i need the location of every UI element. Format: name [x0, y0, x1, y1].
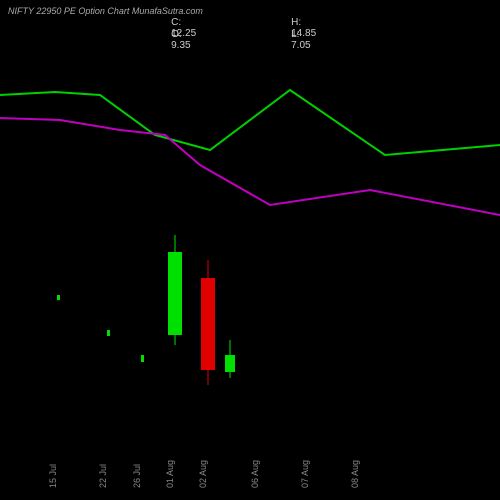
- candle-body: [141, 355, 144, 362]
- candle-body: [225, 355, 235, 372]
- x-tick-label: 26 Jul: [132, 464, 142, 488]
- x-tick-label: 22 Jul: [98, 464, 108, 488]
- x-tick-label: 07 Aug: [300, 460, 310, 488]
- candle-body: [57, 295, 60, 300]
- candle: [168, 0, 182, 500]
- candle: [201, 0, 215, 500]
- x-tick-label: 01 Aug: [165, 460, 175, 488]
- candle-body: [107, 330, 110, 336]
- chart-container: NIFTY 22950 PE Option Chart MunafaSutra.…: [0, 0, 500, 500]
- x-axis: 15 Jul 22 Jul 26 Jul 01 Aug 02 Aug 06 Aug 07 A…: [0, 448, 500, 488]
- candle-body: [201, 278, 215, 370]
- candle: [107, 0, 110, 500]
- line-layer: [0, 0, 500, 500]
- candle: [225, 0, 235, 500]
- x-tick-label: 06 Aug: [250, 460, 260, 488]
- candle: [57, 0, 60, 500]
- candle-body: [168, 252, 182, 335]
- candle: [141, 0, 144, 500]
- x-tick-label: 08 Aug: [350, 460, 360, 488]
- magenta-series: [0, 118, 500, 215]
- x-tick-label: 15 Jul: [48, 464, 58, 488]
- x-tick-label: 02 Aug: [198, 460, 208, 488]
